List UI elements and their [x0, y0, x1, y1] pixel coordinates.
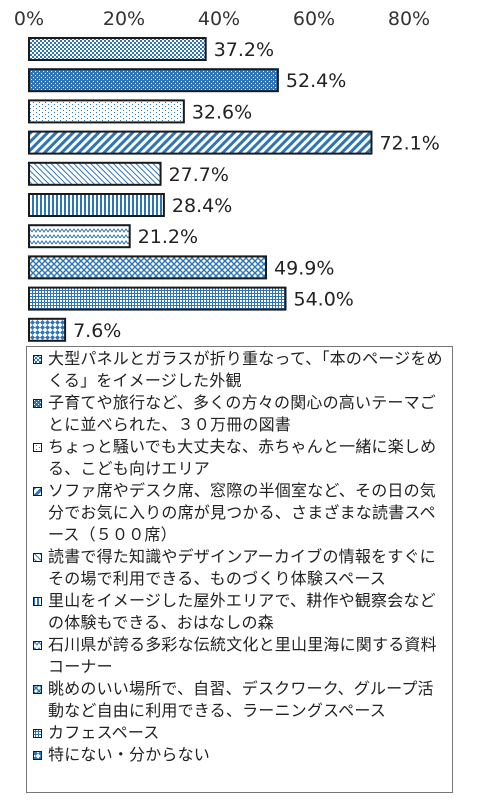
legend-swatch [33, 443, 42, 452]
legend-label: 読書で得た知識やデザインアーカイブの情報をすぐにその場で利用できる、ものづくり体… [48, 547, 436, 588]
bar [28, 224, 131, 249]
data-label: 27.7% [169, 164, 229, 186]
data-label: 54.0% [294, 289, 354, 311]
x-tick-label: 40% [198, 8, 240, 30]
legend-swatch [33, 487, 42, 496]
legend-item: 眺めのいい場所で、自習、デスクワーク、グループ活動など自由に利用できる、ラーニン… [33, 678, 446, 722]
legend-item: 子育てや旅行など、多くの方々の関心の高いテーマごとに並べられた、３０万冊の図書 [33, 392, 446, 436]
legend-swatch [33, 355, 42, 364]
data-label: 72.1% [379, 133, 439, 155]
legend-swatch [33, 597, 42, 606]
legend-swatch [33, 751, 42, 760]
legend-item: 里山をイメージした屋外エリアで、耕作や観察会などの体験もできる、おはなしの森 [33, 590, 446, 634]
legend-swatch [33, 685, 42, 694]
data-label: 52.4% [286, 70, 346, 92]
legend-swatch [33, 399, 42, 408]
legend-item: ソファ席やデスク席、窓際の半個室など、その日の気分でお気に入りの席が見つかる、さ… [33, 480, 446, 546]
x-tick-label: 0% [14, 8, 44, 30]
x-tick-label: 80% [388, 8, 430, 30]
data-label: 28.4% [172, 195, 232, 217]
legend-swatch [33, 641, 42, 650]
legend-label: 里山をイメージした屋外エリアで、耕作や観察会などの体験もできる、おはなしの森 [48, 591, 436, 632]
bar [28, 286, 287, 311]
x-tick-label: 20% [103, 8, 145, 30]
bar [28, 99, 185, 124]
legend-item: 大型パネルとガラスが折り重なって、「本のページをめくる」をイメージした外観 [33, 348, 446, 392]
data-label: 37.2% [214, 39, 274, 61]
legend-label: ソファ席やデスク席、窓際の半個室など、その日の気分でお気に入りの席が見つかる、さ… [48, 481, 437, 544]
chart-legend: 大型パネルとガラスが折り重なって、「本のページをめくる」をイメージした外観 子育て… [26, 346, 453, 793]
legend-label: 眺めのいい場所で、自習、デスクワーク、グループ活動など自由に利用できる、ラーニン… [48, 679, 434, 720]
bar [28, 317, 67, 342]
bar [28, 193, 165, 217]
legend-item: ちょっと騒いでも大丈夫な、赤ちゃんと一緒に楽しめる、こども向けエリア [33, 436, 446, 480]
legend-label: 子育てや旅行など、多くの方々の関心の高いテーマごとに並べられた、３０万冊の図書 [48, 393, 437, 434]
bar [28, 130, 373, 155]
legend-label: ちょっと騒いでも大丈夫な、赤ちゃんと一緒に楽しめる、こども向けエリア [48, 437, 437, 478]
x-tick-label: 60% [293, 8, 335, 30]
bar [28, 161, 162, 186]
legend-item: カフェスペース [33, 722, 446, 744]
data-label: 32.6% [192, 101, 252, 123]
data-label: 49.9% [274, 257, 334, 279]
bar [28, 68, 279, 93]
legend-label: カフェスペース [48, 723, 160, 742]
legend-label: 石川県が誇る多彩な伝統文化と里山里海に関する資料コーナー [48, 635, 437, 676]
legend-swatch [33, 553, 42, 562]
legend-label: 特にない・分からない [48, 745, 211, 764]
bar [28, 37, 207, 61]
legend-item: 石川県が誇る多彩な伝統文化と里山里海に関する資料コーナー [33, 634, 446, 678]
data-label: 21.2% [138, 226, 198, 248]
legend-swatch [33, 729, 42, 738]
legend-item: 特にない・分からない [33, 744, 446, 766]
legend-item: 読書で得た知識やデザインアーカイブの情報をすぐにその場で利用できる、ものづくり体… [33, 546, 446, 590]
bar-chart: 0% 20% 40% 60% 80% 37.2% 52.4% 32.6% 72.1% 27.7%… [14, 8, 440, 342]
bar [28, 255, 268, 280]
data-label: 7.6% [73, 320, 121, 342]
legend-label: 大型パネルとガラスが折り重なって、「本のページをめくる」をイメージした外観 [48, 349, 443, 390]
